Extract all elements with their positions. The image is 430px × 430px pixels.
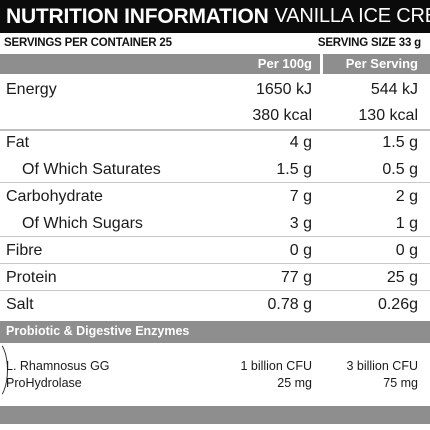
column-header: Per 100g Per Serving xyxy=(0,54,430,74)
nutrient-per-serving: 130 kcal xyxy=(358,107,418,124)
product-name: VANILLA ICE CREAM xyxy=(274,5,430,27)
nutrient-label: Energy xyxy=(6,81,57,98)
nutrient-per-100g: 3 g xyxy=(289,215,312,232)
nutrient-row-sugars: Of Which Sugars 3 g 1 g xyxy=(0,210,430,236)
nutrient-label: Carbohydrate xyxy=(6,188,103,205)
servings-per-container-label: SERVINGS PER CONTAINER xyxy=(4,37,157,49)
nutrient-per-100g: 380 kcal xyxy=(252,107,312,124)
section-title: Probiotic & Digestive Enzymes xyxy=(6,324,190,338)
nutrient-per-serving: 1.5 g xyxy=(382,134,418,151)
nutrient-row-fat: Fat 4 g 1.5 g xyxy=(0,129,430,155)
nutrient-per-serving: 2 g xyxy=(395,188,418,205)
footer-bar xyxy=(0,406,430,424)
nutrient-label: Fibre xyxy=(6,242,43,259)
nutrient-label: Salt xyxy=(6,296,34,313)
nutrient-row-salt: Salt 0.78 g 0.26g xyxy=(0,291,430,317)
enzyme-per-serving: 3 billion CFU xyxy=(346,359,418,373)
nutrient-row-carbohydrate: Carbohydrate 7 g 2 g xyxy=(0,183,430,209)
serving-size-value: 33 g xyxy=(398,37,421,49)
serving-size-label: SERVING SIZE xyxy=(317,37,396,49)
enzyme-row-prohydrolase: ProHydrolase 25 mg 75 mg xyxy=(0,376,430,392)
nutrient-per-serving: 544 kJ xyxy=(370,81,418,98)
bracket-mark xyxy=(0,340,8,400)
row-divider xyxy=(0,182,430,183)
nutrient-label: Of Which Sugars xyxy=(22,215,143,232)
nutrient-row-protein: Protein 77 g 25 g xyxy=(0,264,430,290)
nutrient-per-serving: 0.5 g xyxy=(382,161,418,178)
nutrient-row-fibre: Fibre 0 g 0 g xyxy=(0,237,430,263)
nutrient-per-serving: 0 g xyxy=(395,242,418,259)
nutrient-row-saturates: Of Which Saturates 1.5 g 0.5 g xyxy=(0,156,430,182)
enzyme-label: L. Rhamnosus GG xyxy=(6,359,110,373)
column-per-serving: Per Serving xyxy=(345,56,418,71)
nutrient-per-100g: 7 g xyxy=(289,188,312,205)
probiotic-section-header: Probiotic & Digestive Enzymes xyxy=(0,321,430,343)
nutrient-per-serving: 0.26g xyxy=(377,296,418,313)
nutrient-row-energy-kcal: 380 kcal 130 kcal xyxy=(0,102,430,128)
enzyme-per-100g: 25 mg xyxy=(277,376,312,390)
servings-per-container: SERVINGS PER CONTAINER 25 xyxy=(4,37,172,49)
nutrient-label: Of Which Saturates xyxy=(22,161,161,178)
label-title: NUTRITION INFORMATION xyxy=(6,4,269,28)
enzyme-label: ProHydrolase xyxy=(6,376,82,390)
nutrient-per-100g: 1650 kJ xyxy=(255,81,312,98)
nutrient-per-serving: 1 g xyxy=(395,215,418,232)
row-divider xyxy=(0,290,430,291)
column-per-100g: Per 100g xyxy=(257,56,312,71)
nutrient-per-100g: 77 g xyxy=(280,269,312,286)
nutrient-per-100g: 4 g xyxy=(289,134,312,151)
enzyme-row-rhamnosus: L. Rhamnosus GG 1 billion CFU 3 billion … xyxy=(0,359,430,375)
enzyme-per-serving: 75 mg xyxy=(383,376,418,390)
nutrient-per-100g: 0 g xyxy=(289,242,312,259)
nutrient-per-100g: 1.5 g xyxy=(276,161,312,178)
column-divider xyxy=(320,54,323,74)
nutrient-label: Protein xyxy=(6,269,57,286)
row-divider xyxy=(0,129,430,131)
title-bar: NUTRITION INFORMATION VANILLA ICE CREAM xyxy=(0,0,430,33)
nutrient-label: Fat xyxy=(6,134,30,151)
servings-per-container-value: 25 xyxy=(159,37,172,49)
serving-size: SERVING SIZE 33 g xyxy=(318,37,421,49)
nutrient-row-energy: Energy 1650 kJ 544 kJ xyxy=(0,76,430,102)
row-divider xyxy=(0,236,430,237)
enzyme-per-100g: 1 billion CFU xyxy=(240,359,312,373)
nutrient-per-serving: 25 g xyxy=(386,269,418,286)
servings-line: SERVINGS PER CONTAINER 25 SERVING SIZE 3… xyxy=(0,35,430,51)
nutrient-per-100g: 0.78 g xyxy=(267,296,312,313)
row-divider xyxy=(0,263,430,264)
